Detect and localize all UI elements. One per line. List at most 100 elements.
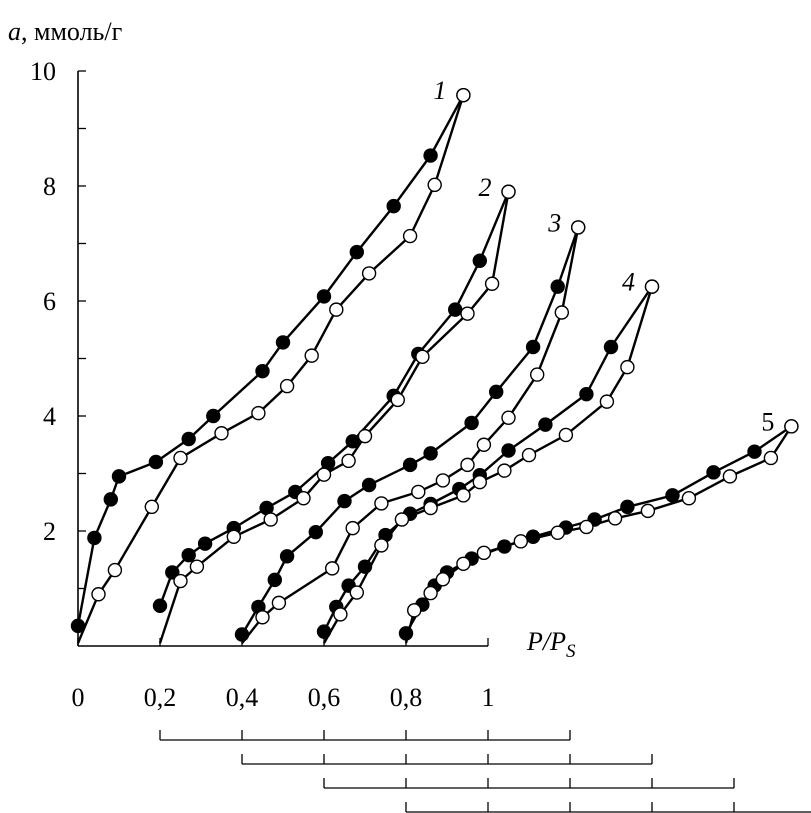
x-tick-label: 0,2 [144, 683, 177, 712]
desorption-point [620, 359, 635, 375]
desorption-point [784, 419, 799, 434]
curve-label-5: 5 [761, 407, 774, 436]
desorption-point [304, 348, 319, 363]
y-tick-label: 6 [43, 287, 56, 316]
desorption-line [322, 286, 654, 644]
isotherm-5: 5 [398, 407, 799, 644]
desorption-point [263, 512, 278, 527]
desorption-line [158, 191, 510, 644]
adsorption-point [308, 524, 323, 540]
desorption-point [296, 491, 311, 506]
curve-label-3: 3 [547, 208, 561, 237]
offset-x-axes [159, 730, 811, 813]
isotherm-2: 2 [152, 173, 516, 644]
desorption-point [599, 394, 615, 409]
x-axis-label: P/PS [526, 627, 576, 662]
desorption-point [407, 603, 422, 618]
adsorption-point [579, 386, 594, 402]
adsorption-line [240, 227, 580, 636]
desorption-point [402, 228, 418, 244]
y-axis-label: a, ммоль/г [8, 17, 122, 46]
x-axis-label-subscript: S [566, 641, 576, 662]
y-tick-label: 2 [43, 517, 56, 546]
y-axis-label-variable: a [8, 17, 21, 46]
adsorption-point [603, 339, 619, 355]
adsorption-point [501, 443, 516, 458]
adsorption-line [322, 285, 653, 633]
desorption-point [341, 453, 356, 469]
desorption-point [460, 457, 475, 473]
desorption-point [349, 585, 364, 600]
desorption-point [427, 177, 442, 193]
adsorption-point [472, 253, 487, 268]
desorption-point [460, 306, 475, 321]
adsorption-point [550, 279, 565, 294]
adsorption-point [538, 417, 553, 432]
adsorption-point [747, 444, 762, 459]
desorption-point [497, 463, 512, 478]
desorption-point [394, 512, 410, 527]
adsorption-line [404, 425, 793, 634]
desorption-point [644, 279, 660, 294]
desorption-point [435, 572, 451, 587]
desorption-point [530, 367, 545, 382]
desorption-point [374, 496, 389, 511]
desorption-point [173, 450, 188, 466]
adsorption-point [398, 626, 414, 641]
desorption-point [189, 559, 205, 574]
isotherm-3: 3 [234, 208, 586, 644]
desorption-point [251, 405, 266, 421]
adsorption-point [87, 530, 102, 546]
desorption-point [550, 525, 565, 540]
desorption-point [325, 561, 340, 576]
desorption-point [763, 450, 779, 466]
adsorption-line [76, 94, 465, 627]
curve-label-4: 4 [622, 268, 635, 297]
y-tick-label: 10 [30, 57, 56, 86]
desorption-point [374, 538, 389, 553]
desorption-line [76, 94, 465, 644]
adsorption-point [111, 469, 127, 484]
x-tick-label: 0,6 [308, 683, 341, 712]
adsorption-point [206, 408, 221, 424]
desorption-point [521, 447, 537, 463]
adsorption-point [267, 572, 282, 588]
desorption-point [501, 410, 516, 425]
isotherm-4: 4 [316, 268, 660, 644]
desorption-point [333, 607, 348, 622]
adsorption-point [345, 434, 360, 449]
desorption-point [423, 585, 438, 601]
desorption-line [241, 227, 580, 644]
x-tick-label: 0,8 [390, 683, 423, 712]
adsorption-point [165, 565, 180, 580]
desorption-point [91, 587, 106, 602]
desorption-point [226, 529, 242, 544]
desorption-point [411, 484, 426, 500]
desorption-point [476, 545, 492, 561]
desorption-point [415, 349, 430, 364]
desorption-point [571, 220, 586, 235]
desorption-point [107, 562, 123, 578]
desorption-point [279, 378, 295, 394]
x-axis-label-main: P/P [526, 627, 566, 656]
adsorption-point [489, 384, 504, 400]
adsorption-point [316, 289, 332, 304]
y-tick-label: 4 [43, 402, 56, 431]
y-tick-label: 8 [43, 172, 56, 201]
adsorption-point [448, 302, 463, 317]
y-axis-label-unit: , ммоль/г [21, 17, 122, 46]
desorption-point [722, 469, 738, 484]
desorption-point [476, 437, 492, 452]
adsorption-point [706, 465, 721, 480]
desorption-point [607, 511, 623, 526]
x-tick-label: 1 [482, 683, 495, 712]
desorption-point [423, 500, 438, 516]
adsorption-point [234, 627, 250, 642]
desorption-point [681, 491, 697, 506]
adsorption-point [464, 415, 479, 431]
adsorption-point [361, 477, 377, 493]
desorption-point [173, 573, 188, 589]
desorption-point [214, 426, 229, 441]
isotherm-1: 1 [70, 76, 471, 644]
desorption-point [579, 519, 594, 535]
